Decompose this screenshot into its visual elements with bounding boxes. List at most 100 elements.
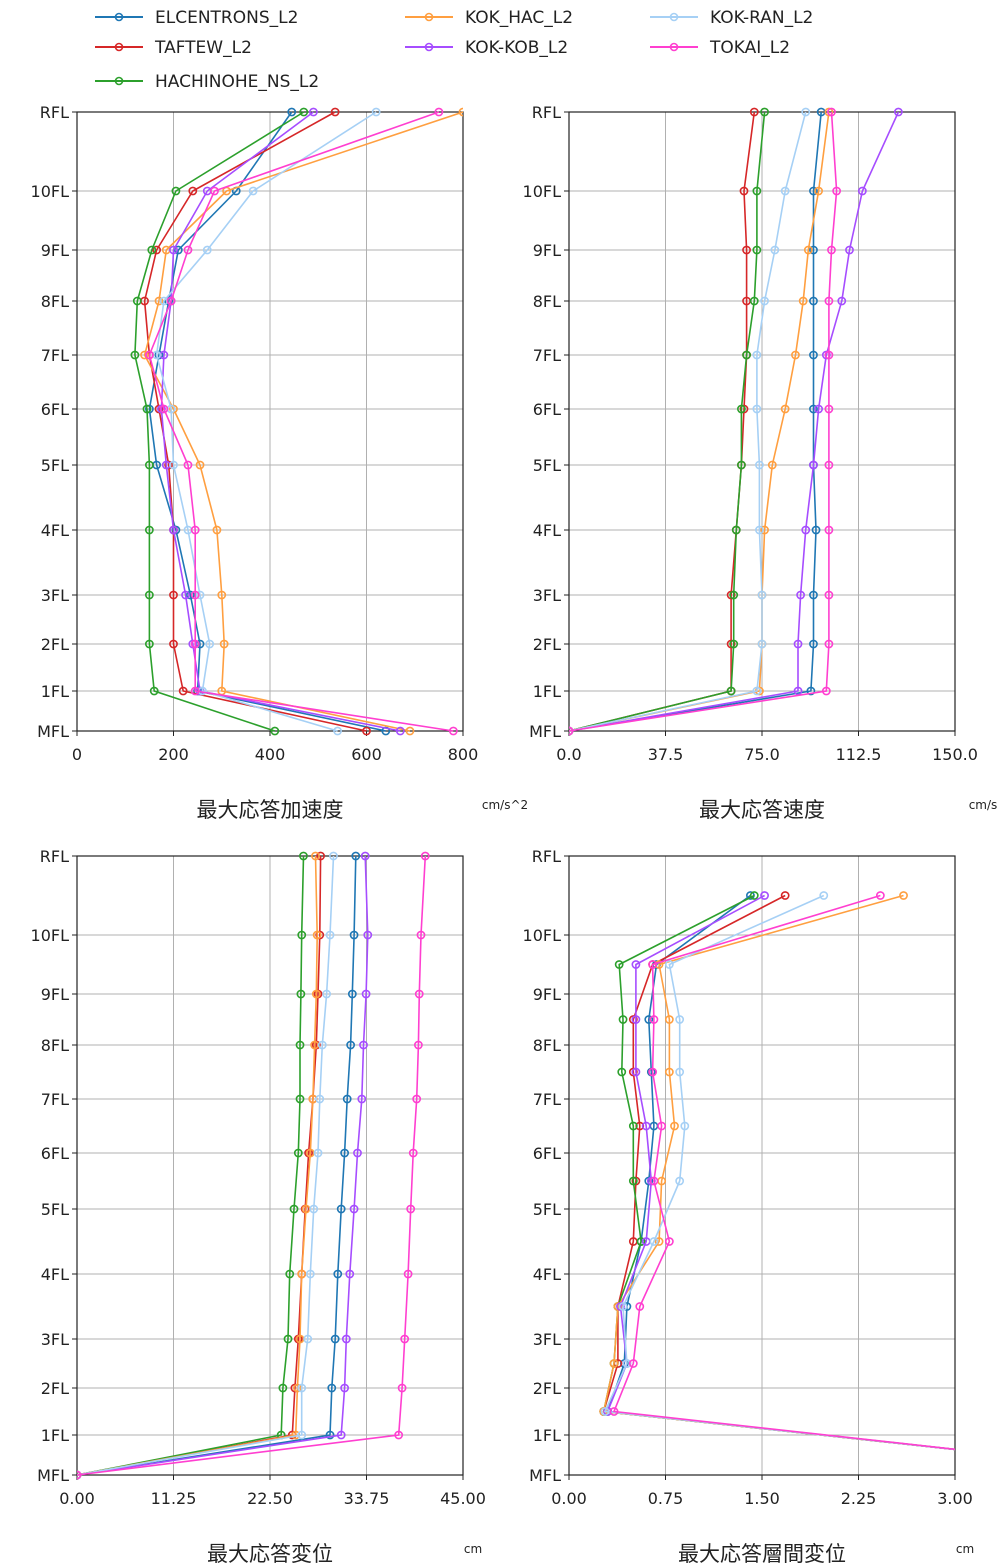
series-point — [649, 1237, 659, 1246]
y-tick-label: 8FL — [41, 1036, 69, 1055]
x-tick-label: 0.00 — [551, 1489, 587, 1508]
series-point — [803, 245, 813, 255]
y-tick-label: 9FL — [533, 241, 561, 260]
plot-frame — [568, 855, 956, 1476]
series-point — [755, 460, 764, 470]
x-tick-label: 37.5 — [648, 745, 684, 764]
data-series — [77, 851, 338, 1480]
series-point — [130, 350, 140, 360]
series-point — [628, 1176, 638, 1186]
series-point — [628, 1015, 638, 1024]
series-line — [569, 111, 756, 732]
x-tick-label: 2.25 — [841, 1489, 877, 1508]
series-line — [77, 855, 319, 1476]
series-point — [811, 525, 821, 535]
series-point — [767, 460, 777, 470]
y-tick-label: 9FL — [41, 985, 69, 1004]
series-point — [631, 960, 641, 969]
series-point — [569, 726, 574, 736]
y-tick-label: 10FL — [31, 182, 70, 201]
plot-frame — [568, 111, 956, 732]
series-point — [295, 1094, 305, 1104]
x-axis-label: 最大応答速度 — [699, 798, 825, 822]
series-point — [675, 1176, 685, 1186]
y-tick-label: 1FL — [41, 682, 69, 701]
series-point — [140, 350, 149, 360]
series-point — [628, 1359, 638, 1368]
series-point — [283, 1334, 293, 1344]
series-point — [749, 107, 759, 117]
series-point — [371, 107, 381, 117]
series-point — [780, 186, 790, 196]
series-point — [188, 186, 198, 196]
series-point — [248, 186, 258, 196]
series-point — [809, 404, 818, 414]
series-point — [212, 525, 222, 535]
series-point — [303, 1334, 313, 1344]
series-point — [357, 1094, 367, 1104]
series-point — [313, 1148, 323, 1158]
series-point — [195, 460, 205, 470]
series-point — [875, 891, 885, 900]
series-point — [649, 1015, 659, 1024]
y-tick-label: 5FL — [41, 456, 69, 475]
series-point — [270, 726, 280, 736]
series-point — [154, 296, 164, 306]
series-point — [628, 1121, 638, 1131]
y-tick-label: 6FL — [41, 1144, 69, 1163]
series-point — [752, 245, 762, 255]
y-tick-label: 2FL — [41, 1379, 69, 1398]
series-point — [336, 1430, 346, 1440]
series-point — [824, 296, 834, 306]
series-point — [397, 1383, 407, 1393]
series-point — [412, 1094, 422, 1104]
series-point — [420, 851, 430, 861]
x-axis-label: 最大応答変位 — [207, 1542, 333, 1566]
series-point — [416, 930, 426, 940]
series-point — [309, 107, 318, 117]
y-tick-label: 7FL — [533, 1090, 561, 1109]
series-point — [618, 1015, 628, 1024]
series-point — [798, 296, 808, 306]
plot-frame — [76, 111, 464, 732]
series-line — [602, 894, 955, 1451]
y-tick-label: 8FL — [533, 292, 561, 311]
series-point — [821, 350, 831, 360]
data-series — [77, 851, 308, 1480]
series-point — [760, 107, 769, 117]
y-tick-label: 9FL — [533, 985, 561, 1004]
series-point — [340, 1383, 350, 1393]
series-point — [144, 639, 154, 649]
legend-marker — [424, 42, 434, 52]
series-point — [289, 1204, 299, 1214]
series-point — [361, 989, 371, 999]
legend-label: TOKAI_L2 — [709, 38, 790, 58]
series-point — [394, 1430, 404, 1440]
series-point — [809, 350, 818, 360]
series-point — [631, 1015, 641, 1024]
series-point — [173, 245, 183, 255]
series-point — [325, 930, 335, 940]
series-point — [752, 686, 762, 696]
series-line — [569, 111, 900, 732]
series-point — [149, 686, 159, 696]
series-point — [757, 639, 767, 649]
data-series — [130, 107, 309, 736]
legend: ELCENTRONS_L2 TAFTEW_L2 HACHINOHE_NS_L2 KOK… — [95, 8, 813, 92]
series-point — [202, 245, 212, 255]
series-point — [311, 851, 320, 861]
legend-entry: TOKAI_L2 — [650, 38, 790, 58]
series-point — [631, 1176, 641, 1186]
data-series — [569, 107, 903, 736]
y-tick-label: 8FL — [41, 292, 69, 311]
series-point — [760, 891, 769, 900]
series-point — [609, 1359, 619, 1368]
series-point — [857, 186, 867, 196]
series-point — [278, 1383, 288, 1393]
y-tick-label: MFL — [529, 722, 561, 741]
series-point — [405, 726, 415, 736]
series-point — [600, 1407, 610, 1416]
legend-label: HACHINOHE_NS_L2 — [155, 72, 319, 92]
series-point — [760, 525, 769, 535]
y-tick-label: 10FL — [523, 926, 562, 945]
